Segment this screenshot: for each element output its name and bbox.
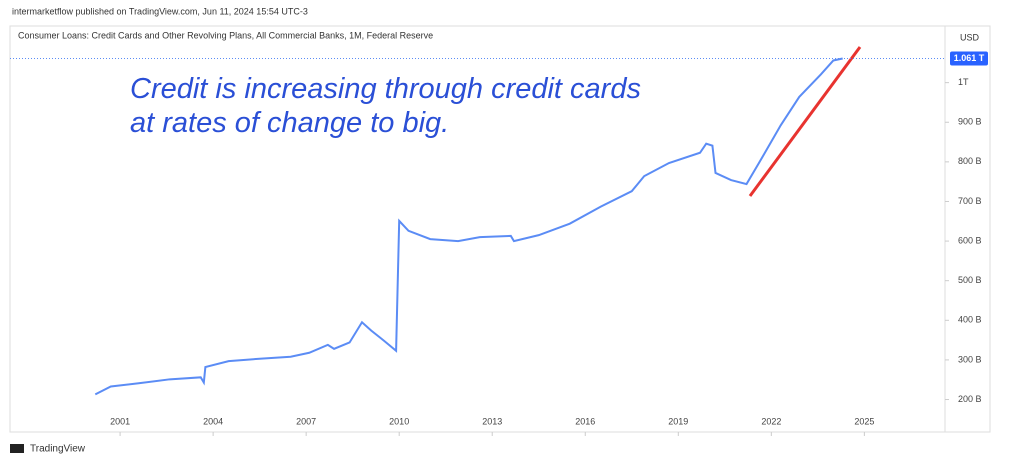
last-value-box xyxy=(950,51,988,66)
header: intermarketflow published on TradingView… xyxy=(12,6,308,16)
trend-line xyxy=(748,46,862,197)
x-tick-label: 2004 xyxy=(203,416,223,426)
y-tick-label: 400 B xyxy=(958,315,982,325)
y-tick-label: 500 B xyxy=(958,275,982,285)
annotation: at rates of change to big. xyxy=(130,107,449,139)
y-tick-label: 200 B xyxy=(958,394,982,404)
y-tick-label: 1T xyxy=(958,77,969,87)
x-tick-label: 2013 xyxy=(482,416,502,426)
x-tick-label: 2001 xyxy=(110,416,130,426)
y-tick-label: 900 B xyxy=(958,117,982,127)
currency: USD xyxy=(960,32,980,42)
x-tick-label: 2016 xyxy=(575,416,595,426)
x-tick-label: 2010 xyxy=(389,416,409,426)
y-tick-label: 700 B xyxy=(958,196,982,206)
y-tick-label: 800 B xyxy=(958,156,982,166)
x-tick-label: 2007 xyxy=(296,416,316,426)
x-tick-label: 2025 xyxy=(854,416,874,426)
y-tick-label: 300 B xyxy=(958,354,982,364)
x-tick-label: 2019 xyxy=(668,416,688,426)
footer: TradingView xyxy=(30,444,86,455)
line-series xyxy=(94,57,843,396)
y-tick-label: 600 B xyxy=(958,235,982,245)
x-tick-label: 2022 xyxy=(761,416,781,426)
chart-title: Consumer Loans: Credit Cards and Other R… xyxy=(18,30,433,40)
annotation: Credit is increasing through credit card… xyxy=(130,73,641,105)
last-value-label: 1.061 T xyxy=(954,53,985,63)
logo xyxy=(10,444,24,453)
